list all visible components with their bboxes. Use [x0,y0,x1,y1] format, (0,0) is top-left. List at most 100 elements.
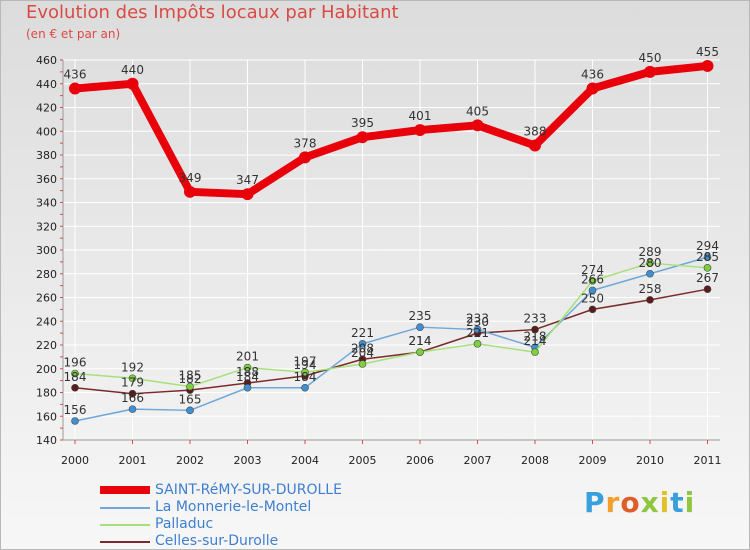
data-point [644,65,656,78]
chart-title: Evolution des Impôts locaux par Habitant [26,2,399,23]
logo-letter: r [605,486,621,519]
data-point [414,124,426,137]
data-label: 221 [466,326,489,340]
y-tick-label: 180 [36,387,57,400]
data-label: 196 [64,356,87,370]
series-line [74,256,709,422]
data-point [358,360,367,368]
data-label: 201 [236,350,259,364]
data-label: 166 [121,391,144,405]
data-label: 401 [409,109,432,123]
data-label: 197 [294,354,317,368]
data-point [586,82,599,95]
data-point [588,305,597,314]
legend-swatch-saint-remy [100,486,150,494]
data-point [356,131,369,144]
data-label: 450 [639,51,662,65]
data-point [416,348,424,356]
data-point [473,325,482,334]
data-label: 194 [294,358,317,372]
data-label: 184 [294,370,317,384]
x-tick-label: 2009 [579,454,607,467]
chart-subtitle: (en € et par an) [26,27,121,41]
y-tick-label: 360 [36,173,57,186]
data-label: 250 [581,291,604,305]
y-tick-label: 460 [36,54,57,67]
data-label: 182 [179,372,202,386]
data-point [128,389,137,398]
data-point [473,340,482,348]
data-label: 165 [179,392,202,406]
data-label: 289 [639,245,662,259]
legend: SAINT-RéMY-SUR-DUROLLE La Monnerie-le-Mo… [100,482,342,550]
data-label: 440 [121,63,144,77]
legend-swatch-palladuc [100,524,150,526]
x-tick-label: 2008 [521,454,549,467]
data-point [186,406,194,415]
y-tick-label: 200 [36,363,57,376]
x-tick-label: 2004 [291,454,319,467]
logo-letter: t [670,486,685,519]
data-point [71,383,79,392]
series-line [74,262,709,388]
y-tick-label: 300 [36,244,57,257]
data-point [301,383,309,392]
data-point [416,323,424,331]
data-label: 208 [351,341,374,355]
legend-label-celles: Celles-sur-Durolle [155,533,279,549]
data-point [126,77,139,90]
data-point [646,296,654,304]
x-tick-label: 2001 [119,454,147,467]
data-point [588,277,597,285]
logo-letter: P [584,486,606,519]
data-point [184,185,196,198]
x-tick-label: 2006 [406,454,434,467]
data-point [358,340,367,348]
x-tick-label: 2000 [61,454,89,467]
data-label: 405 [466,104,489,118]
x-tick-label: 2002 [176,454,204,467]
data-point [243,383,252,392]
data-label: 184 [64,370,87,384]
data-label: 218 [524,329,547,343]
data-label: 378 [294,136,317,150]
axes: 140 160 180 200 220 240 260 280 300 320 340 360 380 4… [36,54,722,467]
data-point [128,405,137,413]
data-label: 214 [409,334,432,348]
data-point [128,374,137,383]
data-label: 235 [409,309,432,323]
legend-item: Palladuc [100,516,342,533]
legend-swatch-la-monnerie [100,507,150,509]
data-point [703,264,712,272]
data-point [471,119,484,132]
legend-label-la-monnerie: La Monnerie-le-Montel [155,499,312,515]
data-point [301,368,309,377]
data-label: 258 [639,282,662,296]
data-label: 294 [696,239,719,253]
data-label: 388 [524,125,547,139]
y-tick-label: 340 [36,197,57,210]
data-label: 214 [409,334,432,348]
data-label: 274 [581,263,604,277]
y-tick-label: 320 [36,220,57,233]
data-point [243,363,252,372]
data-point [241,188,254,201]
data-point [529,139,541,152]
data-label: 188 [236,365,259,379]
series-line [71,61,712,199]
y-tick-label: 220 [36,339,57,352]
data-point [69,82,81,95]
x-tick-label: 2011 [694,454,722,467]
data-point [71,369,79,378]
y-tick-label: 400 [36,125,57,138]
data-point [531,348,539,356]
x-tick-label: 2005 [349,454,377,467]
data-point [703,253,712,261]
legend-swatch-celles [100,541,150,543]
logo-letter: x [640,486,660,519]
x-tick-label: 2010 [636,454,664,467]
data-point [646,269,654,278]
data-label: 221 [351,326,374,340]
data-label: 266 [581,272,604,286]
